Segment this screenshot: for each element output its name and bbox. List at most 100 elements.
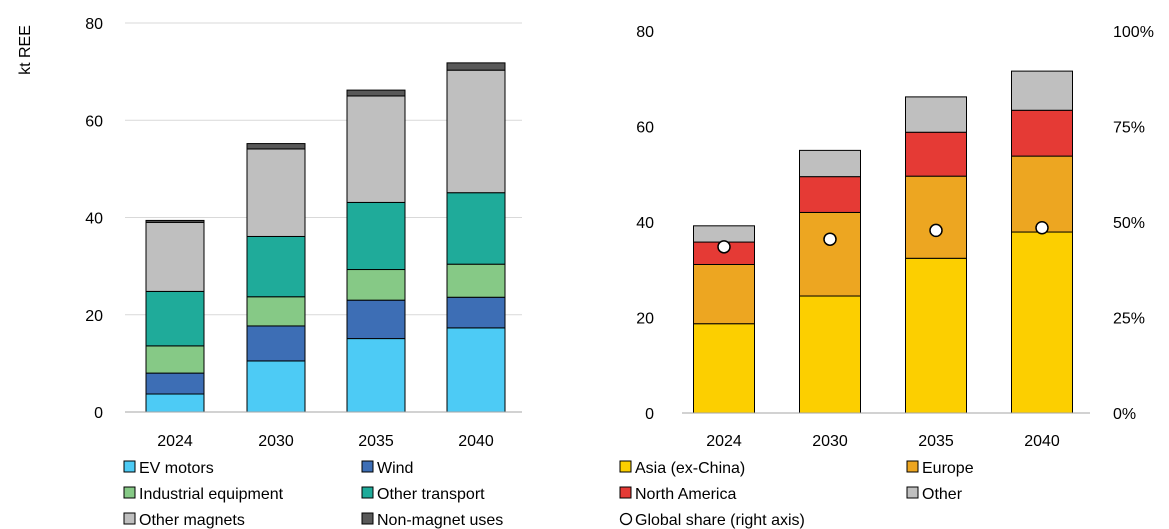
global-share-marker: [929, 223, 943, 238]
bar-segment: [446, 192, 506, 265]
bar-segment: [346, 89, 406, 97]
bar-segment: [799, 149, 861, 178]
x-tick-label: 2040: [458, 433, 494, 450]
x-axis-ticks: 2024 2030 2035 2040: [706, 433, 1060, 450]
legend-label: Asia (ex-China): [635, 460, 745, 477]
bar-segment: [145, 345, 205, 374]
y-axis-ticks: 0 20 40 60 80: [636, 24, 654, 423]
legend-label: Other: [922, 486, 963, 503]
legend-swatch: [619, 460, 632, 473]
bar-segment: [799, 295, 861, 414]
legend-label: Global share (right axis): [635, 512, 805, 529]
bar-segment: [145, 290, 205, 347]
bar-segment: [346, 201, 406, 271]
legend-swatch: [361, 460, 374, 473]
bar-segment: [346, 269, 406, 301]
y-tick-label: 20: [636, 311, 654, 328]
x-tick-label: 2030: [258, 433, 294, 450]
legend-swatch: [361, 486, 374, 499]
global-share-marker: [717, 240, 731, 254]
x-tick-label: 2030: [812, 433, 848, 450]
bar-segment: [446, 69, 506, 194]
bar-segment: [693, 323, 755, 414]
bar-segment: [346, 299, 406, 340]
legend-label: Europe: [922, 460, 974, 477]
x-tick-label: 2024: [706, 433, 742, 450]
legend-swatch: [906, 486, 919, 499]
legend: EV motors Wind Industrial equipment Other t…: [123, 460, 503, 529]
bar-segment: [346, 95, 406, 203]
legend-label: Industrial equipment: [139, 486, 284, 503]
bar-segment: [246, 148, 306, 237]
bars: [693, 70, 1073, 414]
legend: Asia (ex-China) Europe North America Other G…: [619, 460, 974, 529]
bar-segment: [905, 175, 967, 259]
y-tick-label: 0: [94, 405, 103, 422]
x-tick-label: 2024: [157, 433, 193, 450]
bar-segment: [446, 327, 506, 413]
y-tick-label: 60: [636, 120, 654, 137]
bar-segment: [446, 62, 506, 71]
legend-swatch: [619, 486, 632, 499]
y2-tick-label: 25%: [1113, 311, 1145, 328]
y-tick-label: 80: [85, 16, 103, 33]
y-tick-label: 40: [636, 215, 654, 232]
bar-segment: [693, 263, 755, 325]
y-axis-ticks: 0 20 40 60 80: [85, 16, 103, 422]
bar-segment: [1011, 109, 1073, 157]
bar-segment: [905, 96, 967, 133]
y-tick-label: 0: [645, 406, 654, 423]
legend-swatch: [123, 460, 136, 473]
bars: [145, 62, 506, 413]
y-tick-label: 80: [636, 24, 654, 41]
bar-segment: [799, 176, 861, 213]
x-tick-label: 2040: [1024, 433, 1060, 450]
bar-segment: [1011, 70, 1073, 111]
bar-segment: [246, 143, 306, 150]
bar-segment: [145, 393, 205, 413]
x-tick-label: 2035: [358, 433, 394, 450]
bar-segment: [905, 257, 967, 414]
legend-swatch: [123, 486, 136, 499]
bar-segment: [246, 325, 306, 362]
legend-label: Non-magnet uses: [377, 512, 503, 529]
y2-tick-label: 100%: [1113, 24, 1154, 41]
bar-segment: [145, 372, 205, 395]
bar-segment: [246, 296, 306, 327]
legend-label: North America: [635, 486, 736, 503]
legend-label: Other magnets: [139, 512, 245, 529]
bar-segment: [905, 131, 967, 177]
y2-tick-label: 50%: [1113, 215, 1145, 232]
bar-segment: [799, 211, 861, 297]
bar-segment: [693, 225, 755, 243]
legend-swatch: [123, 512, 136, 525]
y-axis-label: kt REE: [17, 25, 34, 75]
bar-segment: [446, 296, 506, 329]
bar-segment: [145, 219, 205, 223]
legend-marker: [619, 512, 633, 526]
legend-label: Wind: [377, 460, 413, 477]
y-tick-label: 20: [85, 308, 103, 325]
y-tick-label: 40: [85, 211, 103, 228]
legend-label: Other transport: [377, 486, 485, 503]
legend-swatch: [361, 512, 374, 525]
x-axis-ticks: 2024 2030 2035 2040: [157, 433, 494, 450]
y-tick-label: 60: [85, 113, 103, 130]
bar-segment: [446, 263, 506, 298]
bar-segment: [1011, 155, 1073, 233]
legend-swatch: [906, 460, 919, 473]
global-share-markers: [717, 220, 1049, 254]
y2-tick-label: 75%: [1113, 120, 1145, 137]
bar-segment: [346, 338, 406, 413]
bar-segment: [246, 360, 306, 413]
legend-label: EV motors: [139, 460, 214, 477]
bar-segment: [246, 235, 306, 298]
bar-segment: [1011, 231, 1073, 414]
secondary-y-axis-ticks: 0% 25% 50% 75% 100%: [1113, 24, 1154, 423]
y2-tick-label: 0%: [1113, 406, 1136, 423]
global-share-marker: [823, 232, 837, 246]
bar-segment: [145, 221, 205, 292]
